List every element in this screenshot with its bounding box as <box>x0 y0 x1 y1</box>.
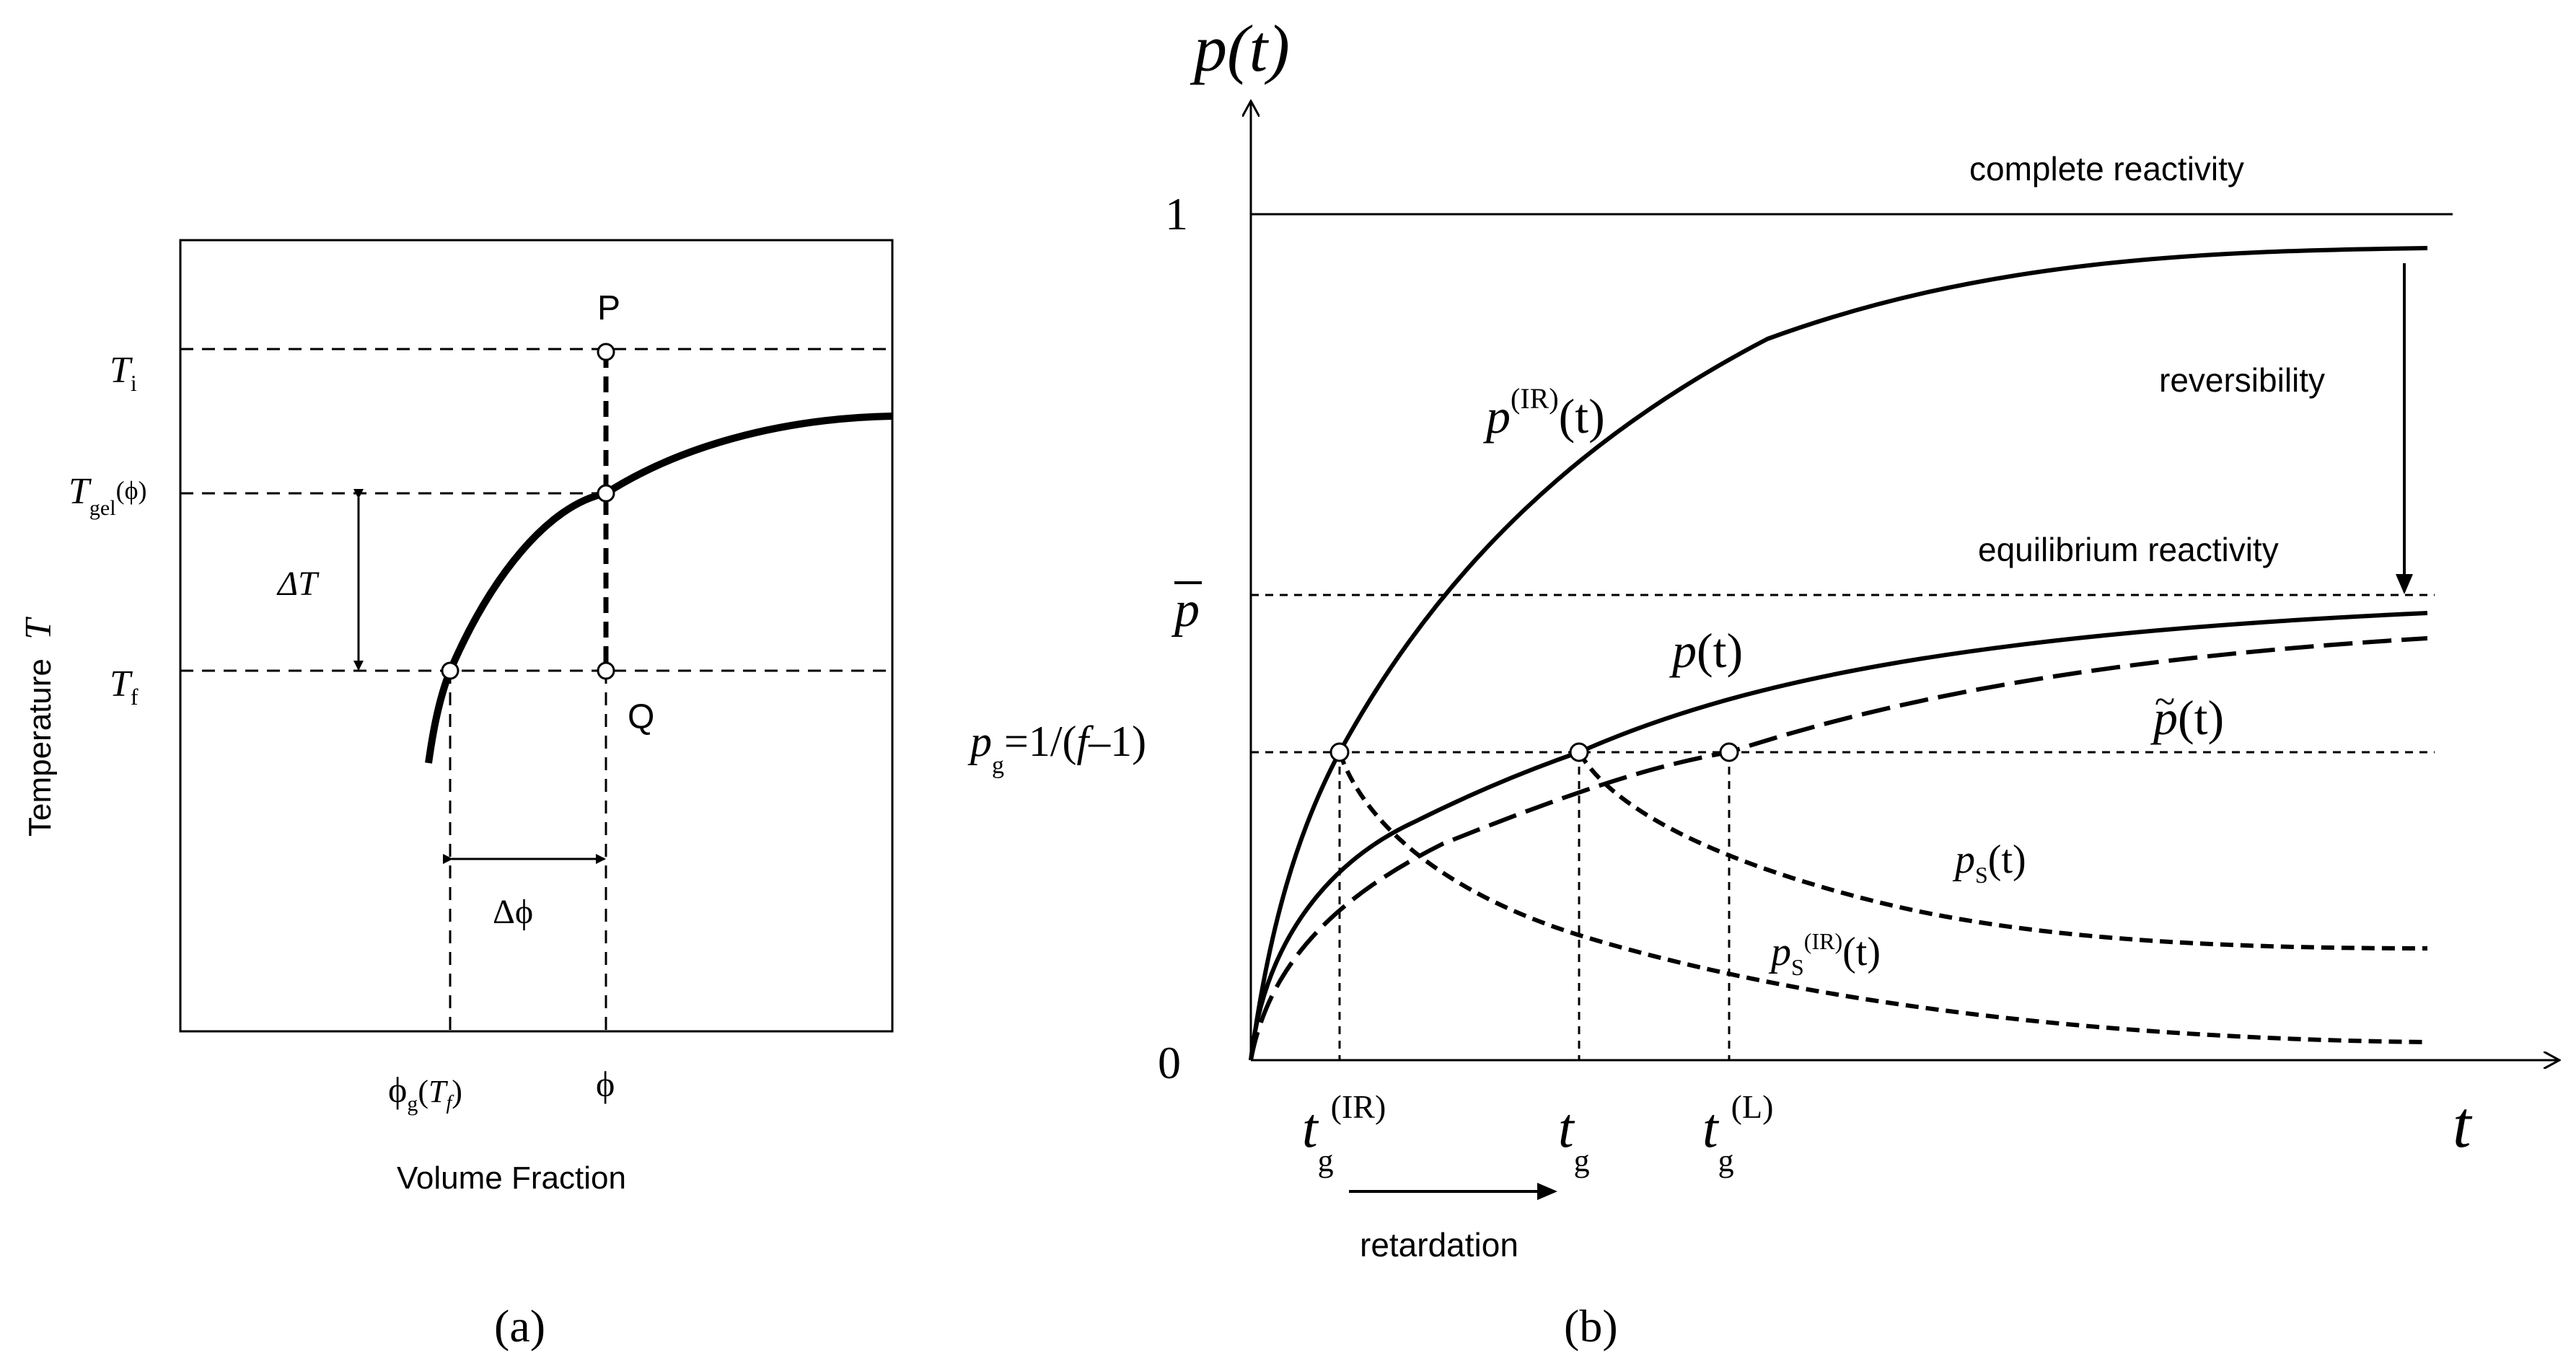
p-tilde-accent: ~ <box>2155 682 2175 723</box>
label-equilibrium-reactivity: equilibrium reactivity <box>1978 531 2279 568</box>
point-tf <box>441 661 460 680</box>
tick-ti: Ti <box>110 350 137 396</box>
point-gel <box>597 484 615 503</box>
gel-point <box>1569 742 1589 762</box>
label-delta-t: ΔT <box>276 565 320 603</box>
panel-a-frame <box>179 239 894 1033</box>
label-retardation: retardation <box>1360 1226 1518 1264</box>
tick-phig: ϕg(Tf) <box>388 1070 462 1116</box>
tick-tg: tg <box>1558 1096 1590 1178</box>
svg-text:TemperatureT: TemperatureT <box>18 617 59 837</box>
curve-p-ir <box>1249 246 2428 1061</box>
label-p: p(t) <box>1669 623 1743 678</box>
label-ps-ir: pS(IR)(t) <box>1768 928 1881 980</box>
label-p-tilde: p(t) <box>2150 690 2224 745</box>
x-label-a: Volume Fraction <box>397 1160 626 1196</box>
gel-point-ir <box>1329 742 1350 762</box>
label-reversibility: reversibility <box>2159 361 2325 399</box>
curve-ps <box>1577 751 2428 951</box>
caption-a: (a) <box>494 1300 545 1352</box>
tick-pg: pg=1/(f–1) <box>967 718 1146 779</box>
label-delta-phi: Δϕ <box>493 893 533 931</box>
curve-p <box>1249 611 2428 1061</box>
point-q <box>597 661 615 680</box>
curve-p-tilde <box>1249 636 2428 1061</box>
x-axis-title-b: t <box>2453 1088 2473 1161</box>
gel-curve <box>425 413 893 764</box>
label-ps: pS(t) <box>1952 837 2026 888</box>
curve-ps-ir <box>1337 751 2428 1044</box>
caption-b: (b) <box>1564 1300 1618 1352</box>
panel-a: P Q ΔT Δϕ Ti Tgel(ϕ) Tf ϕg(Tf) ϕ Volume … <box>18 239 894 1352</box>
tick-one: 1 <box>1165 188 1188 239</box>
label-p-ir: p(IR)(t) <box>1483 382 1605 444</box>
tick-zero: 0 <box>1158 1037 1181 1088</box>
label-complete-reactivity: complete reactivity <box>1969 150 2244 188</box>
tick-tgel: Tgel(ϕ) <box>69 471 147 520</box>
label-p: P <box>597 289 620 327</box>
tick-pbar: p <box>1171 582 1200 638</box>
y-axis-title-b: p(t) <box>1190 12 1290 85</box>
tick-tg-l: tg(L) <box>1702 1088 1773 1178</box>
gel-point-l <box>1719 742 1739 762</box>
tick-phi: ϕ <box>596 1064 615 1104</box>
y-label-a: TemperatureT <box>18 617 59 837</box>
point-p <box>597 343 615 361</box>
label-q: Q <box>628 698 654 736</box>
tick-tf: Tf <box>110 664 139 710</box>
panel-b: p(t) 1 0 p pg=1/(f–1) t tg(IR) tg tg(L) … <box>967 12 2559 1352</box>
tick-tg-ir: tg(IR) <box>1302 1088 1386 1178</box>
